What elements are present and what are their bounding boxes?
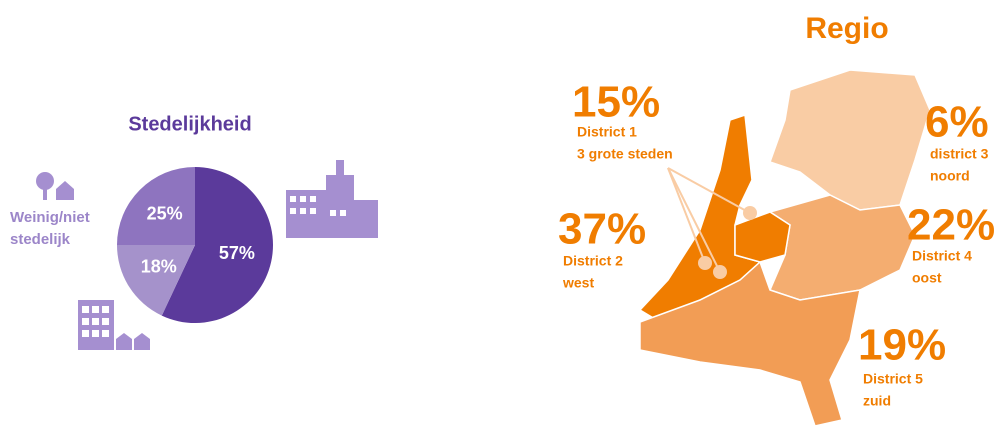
region-value-label: 37%	[558, 205, 646, 254]
pie-slice	[117, 167, 195, 245]
region-value-label: 15%	[572, 78, 660, 127]
region-description: zuid	[863, 393, 891, 409]
region-name: District 5	[863, 371, 923, 387]
region-description: west	[562, 275, 594, 291]
pie-slice	[161, 167, 274, 323]
pointer-line	[667, 167, 706, 264]
region-description: noord	[930, 168, 970, 184]
region-name: District 1	[577, 124, 637, 140]
slice-label: 25%	[147, 203, 183, 223]
region-name: District 4	[912, 248, 972, 264]
map-region	[639, 260, 861, 427]
region-description: 3 grote steden	[577, 146, 673, 162]
pointer-line	[667, 167, 721, 273]
city-marker	[713, 265, 727, 279]
slice-label: 18%	[141, 257, 177, 277]
category-label: Weinig/niet stedelijk	[10, 209, 90, 248]
pie-slice	[117, 245, 195, 316]
region-value-label: 6%	[925, 98, 989, 147]
region-name: district 3	[930, 146, 989, 162]
slice-label: 57%	[219, 243, 255, 263]
map-region	[768, 194, 916, 301]
icons	[36, 160, 378, 350]
city-marker	[698, 256, 712, 270]
map-region	[769, 69, 931, 211]
region-name: District 2	[563, 253, 623, 269]
pie-title: Stedelijkheid	[128, 113, 251, 135]
region-description: oost	[912, 270, 942, 286]
city-marker	[743, 206, 757, 220]
map-region	[734, 211, 791, 263]
region-value-label: 19%	[858, 321, 946, 370]
pointer-line	[667, 167, 751, 214]
region-value-label: 22%	[907, 201, 995, 250]
map-title: Regio	[805, 12, 888, 45]
